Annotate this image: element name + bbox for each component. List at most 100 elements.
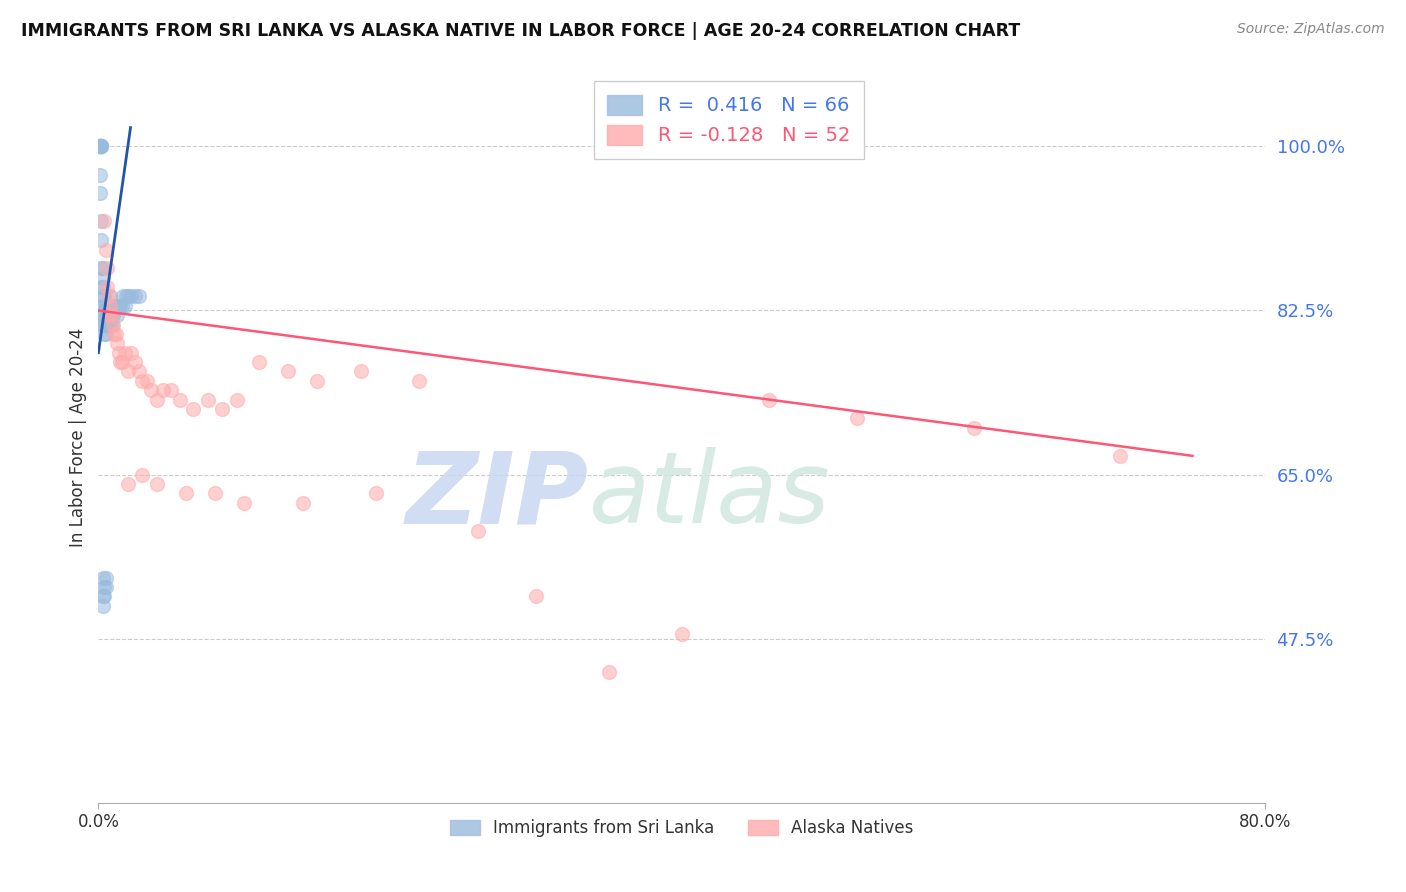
Point [93, 318, 115, 332]
Point [152, 383, 174, 397]
Point [169, 392, 191, 407]
Point [111, 299, 134, 313]
Point [114, 345, 136, 359]
Point [114, 299, 136, 313]
Point [181, 401, 204, 416]
Point [408, 374, 430, 388]
Point [962, 420, 984, 434]
Point [108, 299, 131, 313]
Text: Source: ZipAtlas.com: Source: ZipAtlas.com [1237, 22, 1385, 37]
Point [364, 486, 387, 500]
Point [103, 326, 125, 341]
Point [94, 318, 117, 332]
Point [98, 299, 121, 313]
Point [112, 289, 135, 303]
Point [98, 308, 121, 322]
Point [97, 308, 120, 322]
Point [91, 318, 114, 332]
Point [100, 318, 122, 332]
Point [90, 261, 112, 276]
Point [94, 308, 117, 322]
Point [91, 270, 114, 285]
Point [93, 299, 115, 313]
Y-axis label: In Labor Force | Age 20-24: In Labor Force | Age 20-24 [69, 327, 87, 547]
Point [105, 308, 128, 322]
Point [598, 665, 620, 679]
Point [89, 139, 111, 153]
Point [233, 496, 256, 510]
Point [104, 299, 127, 313]
Point [120, 289, 142, 303]
Point [93, 590, 115, 604]
Point [90, 139, 112, 153]
Point [128, 364, 150, 378]
Point [117, 289, 139, 303]
Point [100, 308, 122, 322]
Text: ZIP: ZIP [405, 447, 589, 544]
Point [758, 392, 780, 407]
Point [160, 383, 183, 397]
Point [100, 308, 122, 322]
Point [277, 364, 299, 378]
Point [94, 299, 117, 313]
Point [89, 139, 111, 153]
Point [90, 214, 112, 228]
Point [101, 318, 124, 332]
Point [247, 355, 270, 369]
Point [524, 590, 547, 604]
Point [1108, 449, 1130, 463]
Point [131, 374, 153, 388]
Point [204, 486, 226, 500]
Point [89, 139, 111, 153]
Point [96, 299, 118, 313]
Point [110, 299, 132, 313]
Point [96, 299, 118, 313]
Text: atlas: atlas [589, 447, 830, 544]
Point [97, 299, 120, 313]
Point [98, 289, 121, 303]
Point [291, 496, 314, 510]
Point [94, 580, 117, 594]
Point [124, 289, 146, 303]
Point [89, 139, 111, 153]
Point [117, 364, 139, 378]
Point [174, 486, 197, 500]
Point [226, 392, 249, 407]
Point [91, 289, 114, 303]
Point [124, 355, 146, 369]
Point [91, 599, 114, 613]
Point [93, 580, 115, 594]
Point [128, 289, 150, 303]
Point [90, 139, 112, 153]
Point [91, 571, 114, 585]
Point [89, 168, 111, 182]
Point [108, 345, 131, 359]
Point [94, 243, 117, 257]
Point [97, 318, 120, 332]
Text: IMMIGRANTS FROM SRI LANKA VS ALASKA NATIVE IN LABOR FORCE | AGE 20-24 CORRELATIO: IMMIGRANTS FROM SRI LANKA VS ALASKA NATI… [21, 22, 1021, 40]
Point [89, 139, 111, 153]
Point [117, 477, 139, 491]
Point [89, 186, 111, 201]
Point [350, 364, 373, 378]
Point [146, 392, 169, 407]
Point [96, 318, 118, 332]
Legend: Immigrants from Sri Lanka, Alaska Natives: Immigrants from Sri Lanka, Alaska Native… [441, 811, 922, 846]
Point [101, 308, 124, 322]
Point [90, 139, 112, 153]
Point [94, 571, 117, 585]
Point [115, 289, 138, 303]
Point [101, 299, 124, 313]
Point [211, 401, 233, 416]
Point [94, 326, 117, 341]
Point [846, 411, 869, 425]
Point [93, 308, 115, 322]
Point [91, 280, 114, 294]
Point [89, 139, 111, 153]
Point [139, 383, 162, 397]
Point [96, 261, 118, 276]
Point [98, 318, 121, 332]
Point [90, 139, 112, 153]
Point [671, 627, 693, 641]
Point [105, 336, 128, 351]
